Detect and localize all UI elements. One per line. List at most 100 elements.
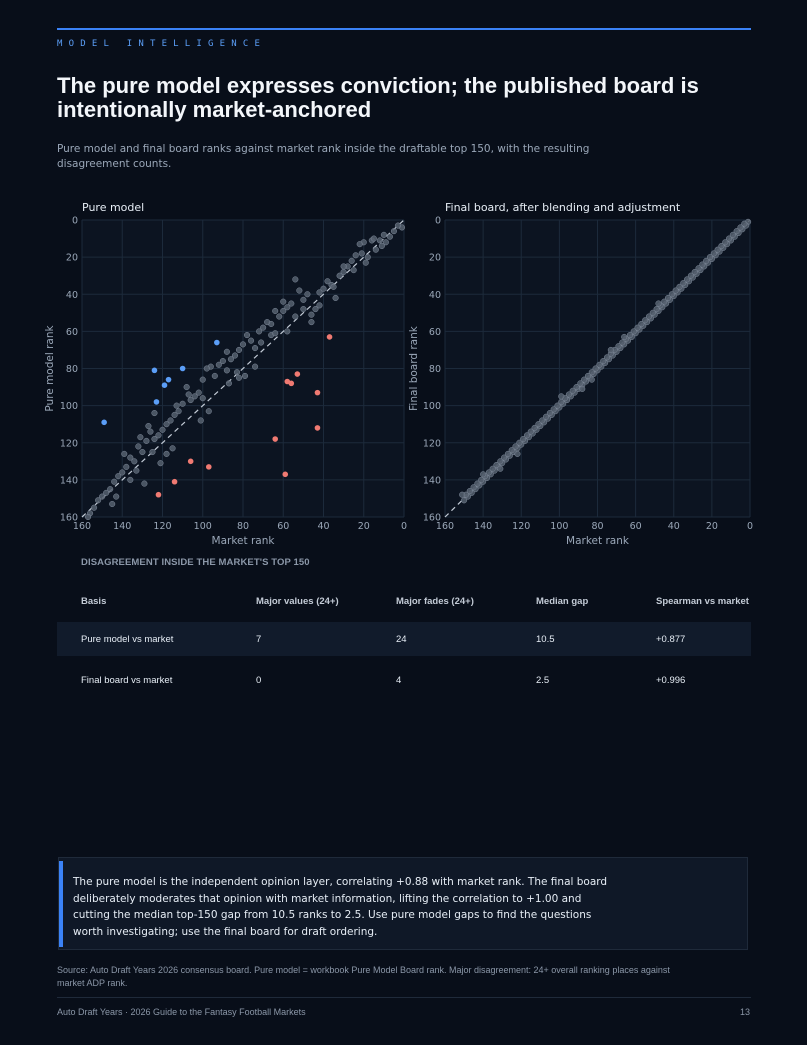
- y-tick-label: 0: [435, 216, 441, 227]
- data-point: [480, 471, 487, 478]
- data-point: [135, 443, 142, 450]
- data-point: [143, 437, 150, 444]
- y-axis-label: Final board rank: [408, 325, 420, 411]
- data-point: [535, 421, 542, 428]
- data-point: [151, 410, 158, 417]
- data-point: [183, 384, 190, 391]
- data-point: [642, 317, 649, 324]
- cell-major-fades: 24: [396, 633, 407, 645]
- reference-diagonal-line: [81, 219, 405, 518]
- data-point: [638, 320, 645, 327]
- data-point: [378, 242, 385, 250]
- data-point: [621, 333, 628, 340]
- data-point: [497, 465, 504, 472]
- data-point: [84, 513, 92, 521]
- data-point: [151, 367, 158, 374]
- x-tick-label: 20: [706, 521, 718, 532]
- data-point: [542, 413, 550, 420]
- data-point: [296, 287, 303, 294]
- x-tick-label: 60: [277, 521, 289, 532]
- data-point: [539, 417, 546, 424]
- data-point: [280, 307, 287, 315]
- x-tick-label: 0: [401, 521, 407, 532]
- y-tick-label: 140: [423, 475, 441, 486]
- data-point: [691, 268, 698, 276]
- data-point: [141, 480, 148, 487]
- data-point: [187, 397, 194, 404]
- table-section-title: DISAGREEMENT INSIDE THE MARKET'S TOP 150: [81, 557, 310, 568]
- data-point: [173, 402, 180, 409]
- data-point: [171, 478, 178, 485]
- header-major-fades: Major fades (24+): [396, 595, 474, 607]
- data-point: [123, 463, 130, 470]
- data-point: [239, 341, 247, 348]
- data-point: [372, 246, 379, 253]
- x-tick-label: 40: [317, 521, 329, 532]
- data-point: [386, 233, 393, 240]
- data-point: [504, 450, 511, 457]
- data-point: [203, 365, 210, 372]
- callout-accent-bar: [59, 861, 63, 947]
- x-tick-label: 20: [358, 521, 370, 532]
- data-point: [350, 267, 357, 274]
- y-tick-label: 140: [60, 475, 78, 486]
- data-point: [91, 504, 98, 511]
- data-point: [324, 278, 331, 285]
- cell-basis: Pure model vs market: [81, 633, 174, 645]
- data-point: [668, 291, 675, 298]
- data-point: [332, 294, 339, 302]
- y-tick-label: 100: [60, 401, 78, 412]
- data-point: [107, 486, 114, 493]
- data-point: [131, 458, 138, 465]
- data-point: [588, 376, 595, 383]
- data-point: [649, 309, 656, 316]
- data-point: [684, 276, 691, 283]
- data-point: [514, 450, 521, 457]
- data-point: [199, 395, 206, 402]
- data-point: [147, 428, 154, 435]
- data-point: [489, 465, 496, 472]
- data-point: [99, 493, 106, 500]
- data-point: [516, 439, 523, 446]
- data-point: [725, 235, 733, 242]
- y-tick-label: 160: [423, 513, 441, 524]
- data-point: [161, 382, 168, 389]
- data-point: [149, 448, 156, 456]
- data-point: [655, 300, 662, 307]
- header-median-gap: Median gap: [536, 595, 589, 607]
- data-point: [714, 246, 721, 253]
- data-point: [596, 361, 603, 368]
- data-point: [179, 400, 186, 407]
- data-point: [634, 324, 641, 331]
- data-point: [588, 369, 595, 376]
- table-header-row: Basis Major values (24+) Major fades (24…: [57, 588, 751, 614]
- y-tick-label: 40: [66, 290, 78, 301]
- x-tick-label: 140: [113, 521, 131, 532]
- data-point: [380, 231, 387, 238]
- data-point: [300, 306, 307, 313]
- data-point: [103, 489, 110, 496]
- data-point: [581, 376, 588, 383]
- data-point: [294, 371, 301, 377]
- y-tick-label: 0: [72, 216, 78, 227]
- data-point: [358, 250, 365, 257]
- callout-text: The pure model is the independent opinio…: [73, 876, 608, 938]
- data-point: [394, 222, 402, 229]
- data-point: [292, 276, 299, 283]
- y-tick-label: 40: [429, 290, 441, 301]
- x-tick-label: 60: [630, 521, 642, 532]
- data-point: [508, 447, 515, 454]
- data-point: [308, 311, 315, 318]
- data-point: [258, 339, 265, 346]
- data-point: [300, 296, 307, 303]
- data-point: [272, 307, 279, 315]
- data-point: [139, 448, 146, 456]
- data-point: [550, 406, 557, 413]
- data-point: [600, 358, 607, 365]
- data-point: [223, 367, 230, 374]
- panel-title: Pure model: [82, 201, 144, 214]
- data-point: [316, 289, 323, 296]
- data-point: [661, 298, 668, 305]
- data-point: [155, 491, 162, 498]
- footer-divider: [57, 997, 751, 998]
